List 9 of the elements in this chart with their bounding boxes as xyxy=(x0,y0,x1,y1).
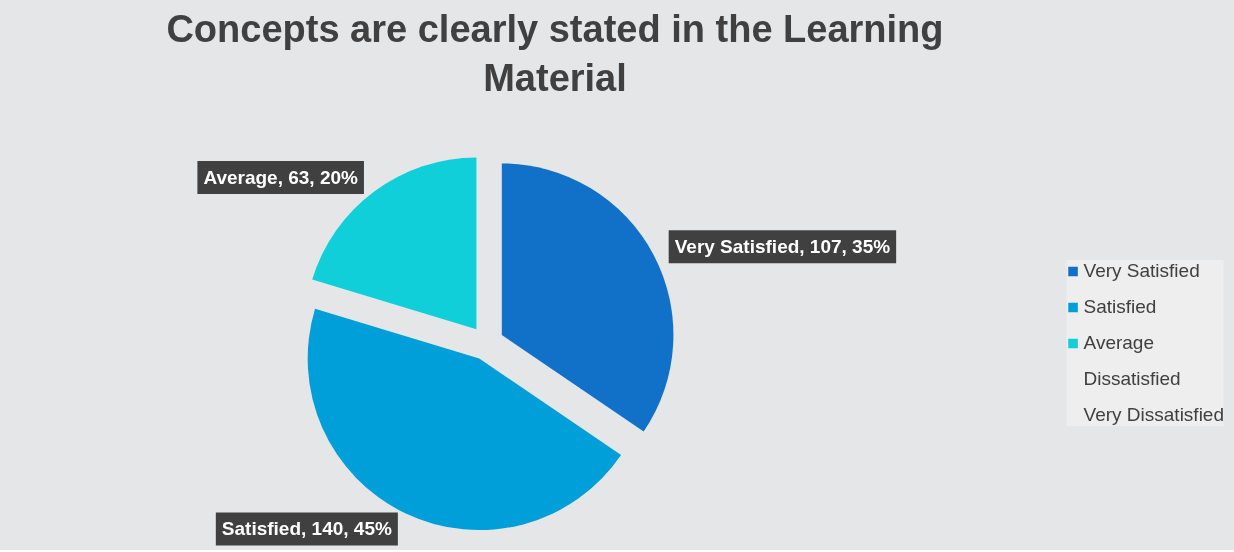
legend-label: Very Satisfied xyxy=(1083,259,1200,282)
category-label: Dissatisfied xyxy=(1083,367,1181,389)
legend-label: Satisfied xyxy=(1083,295,1157,318)
category-label: Very Dissatisfied xyxy=(1083,403,1224,425)
chart-title: Concepts are clearly stated in the Learning Material xyxy=(165,7,945,102)
data-label: Very Satisfied, 107, 35% xyxy=(674,236,891,258)
data-label: Average, 63, 20% xyxy=(203,167,359,189)
legend-label: Average xyxy=(1083,331,1154,354)
data-label: Satisfied, 140, 45% xyxy=(221,518,392,540)
